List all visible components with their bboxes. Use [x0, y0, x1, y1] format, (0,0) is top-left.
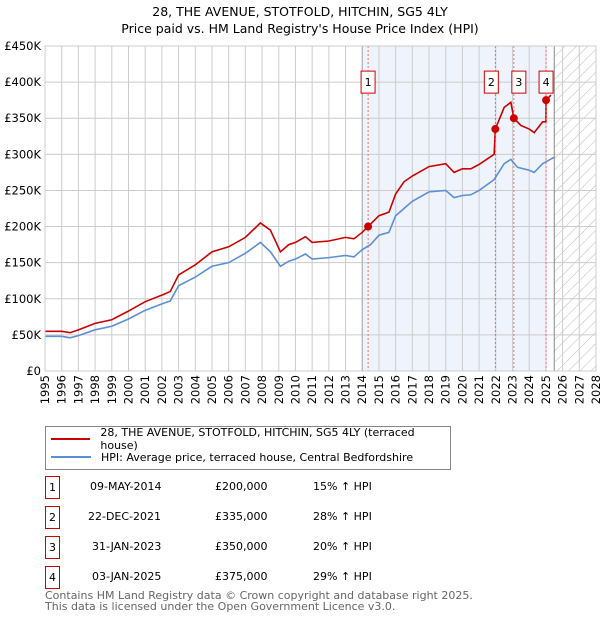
sale-price: £350,000	[215, 540, 268, 553]
x-tick-label: 2027	[572, 375, 586, 404]
sale-hpi-change: 20% ↑ HPI	[313, 540, 372, 553]
legend-item-hpi: HPI: Average price, terraced house, Cent…	[51, 449, 413, 465]
sale-label-box	[483, 70, 499, 94]
x-tick-label: 2011	[305, 375, 319, 404]
x-tick-label: 1996	[55, 375, 69, 404]
sale-number-badge: 3	[45, 536, 60, 559]
x-tick-label: 2002	[155, 375, 169, 404]
footer-licence: This data is licensed under the Open Gov…	[45, 600, 396, 613]
y-tick-label: £350K	[4, 111, 41, 125]
x-tick-label: 2012	[322, 375, 336, 404]
sale-number-badge: 2	[45, 506, 60, 529]
sale-date: 03-JAN-2025	[92, 570, 162, 583]
sale-marker	[364, 222, 373, 231]
x-tick-label: 2023	[506, 375, 520, 404]
sale-marker	[491, 125, 500, 134]
sale-marker	[542, 96, 551, 105]
footer-copyright: Contains HM Land Registry data © Crown c…	[45, 589, 473, 602]
x-tick-label: 2007	[238, 375, 252, 404]
sale-marker	[509, 114, 518, 123]
sale-date: 22-DEC-2021	[88, 510, 162, 523]
sale-label: 3	[515, 76, 522, 89]
y-tick-label: £0	[26, 364, 41, 378]
x-tick-label: 2020	[455, 375, 469, 404]
sale-price: £375,000	[215, 570, 268, 583]
x-tick-label: 1999	[105, 375, 119, 404]
y-tick-label: £300K	[4, 147, 41, 161]
x-tick-label: 2025	[539, 375, 553, 404]
sale-row: 2 22-DEC-2021 £335,000 28% ↑ HPI	[45, 506, 465, 529]
sale-label-box	[360, 70, 376, 94]
sale-price: £200,000	[215, 480, 268, 493]
x-tick-label: 2013	[339, 375, 353, 404]
x-tick-label: 2010	[288, 375, 302, 404]
x-tick-label: 2028	[589, 375, 600, 404]
y-tick-label: £100K	[4, 292, 41, 306]
legend-swatch-hpi	[51, 456, 91, 458]
x-tick-label: 2026	[556, 375, 570, 404]
sale-date: 31-JAN-2023	[92, 540, 162, 553]
x-tick-label: 2014	[355, 375, 369, 404]
x-tick-label: 2000	[121, 375, 135, 404]
y-tick-label: £450K	[4, 39, 41, 53]
sale-number-badge: 1	[45, 476, 60, 499]
sale-label: 2	[488, 76, 495, 89]
sale-hpi-change: 29% ↑ HPI	[313, 570, 372, 583]
y-tick-label: £250K	[4, 183, 41, 197]
x-tick-label: 2018	[422, 375, 436, 404]
x-tick-label: 2022	[489, 375, 503, 404]
sale-price: £335,000	[215, 510, 268, 523]
legend-swatch-property	[51, 438, 91, 440]
x-tick-label: 2019	[439, 375, 453, 404]
shaded-region	[362, 46, 546, 371]
x-tick-label: 1998	[88, 375, 102, 404]
x-tick-label: 2021	[472, 375, 486, 404]
sale-row: 1 09-MAY-2014 £200,000 15% ↑ HPI	[45, 476, 465, 499]
x-tick-label: 2017	[405, 375, 419, 404]
plot-frame	[44, 45, 597, 372]
legend-label-hpi: HPI: Average price, terraced house, Cent…	[101, 450, 414, 464]
hpi-line	[45, 156, 555, 339]
sale-number-badge: 4	[45, 566, 60, 589]
x-tick-label: 2008	[255, 375, 269, 404]
x-tick-label: 2005	[205, 375, 219, 404]
x-tick-label: 2016	[389, 375, 403, 404]
property-price-line	[45, 94, 552, 334]
x-tick-label: 2001	[138, 375, 152, 404]
x-tick-label: 1997	[71, 375, 85, 404]
chart-title: 28, THE AVENUE, STOTFOLD, HITCHIN, SG5 4…	[152, 4, 448, 19]
y-tick-label: £200K	[4, 220, 41, 234]
sale-date: 09-MAY-2014	[90, 480, 162, 493]
forecast-hatch	[554, 46, 596, 371]
price-chart: £0 £50K £100K £150K £200K £250K £300K £350K £400…	[4, 39, 600, 404]
x-tick-label: 2006	[222, 375, 236, 404]
y-tick-label: £150K	[4, 256, 41, 270]
x-tick-label: 2024	[522, 375, 536, 404]
x-tick-label: 2015	[372, 375, 386, 404]
chart-subtitle: Price paid vs. HM Land Registry's House …	[121, 21, 479, 36]
sale-row: 4 03-JAN-2025 £375,000 29% ↑ HPI	[45, 566, 465, 589]
sale-label-box	[511, 70, 527, 94]
sale-label: 1	[365, 76, 372, 89]
sale-label-box	[538, 70, 554, 94]
y-tick-label: £50K	[12, 328, 42, 342]
legend-label-property: 28, THE AVENUE, STOTFOLD, HITCHIN, SG5 4…	[100, 426, 415, 452]
legend-item-property: 28, THE AVENUE, STOTFOLD, HITCHIN, SG5 4…	[51, 426, 450, 452]
y-tick-label: £400K	[4, 75, 41, 89]
x-tick-label: 2004	[188, 375, 202, 404]
legend: 28, THE AVENUE, STOTFOLD, HITCHIN, SG5 4…	[45, 426, 451, 470]
sale-label: 4	[543, 76, 550, 89]
sale-hpi-change: 15% ↑ HPI	[313, 480, 372, 493]
sale-row: 3 31-JAN-2023 £350,000 20% ↑ HPI	[45, 536, 465, 559]
x-tick-label: 2003	[172, 375, 186, 404]
sale-hpi-change: 28% ↑ HPI	[313, 510, 372, 523]
x-tick-label: 1995	[38, 375, 52, 404]
x-tick-label: 2009	[272, 375, 286, 404]
